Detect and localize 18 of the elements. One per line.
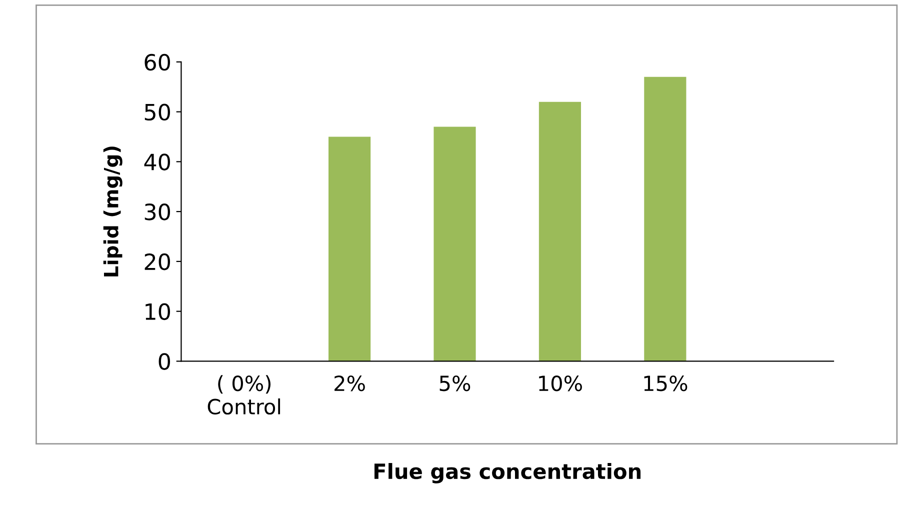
y-tick-label: 60	[144, 54, 170, 71]
bar	[434, 126, 476, 362]
x-tick-label: 5%	[440, 375, 470, 392]
y-tick-label: 0	[158, 353, 170, 370]
bar	[644, 76, 686, 362]
y-axis-title: Lipid (mg/g)	[103, 146, 122, 276]
y-tick-label: 50	[144, 104, 170, 121]
x-tick-label: 10%	[539, 375, 582, 392]
bar	[538, 102, 582, 362]
x-tick-label: 15%	[644, 375, 688, 392]
y-tick-label: 40	[144, 154, 170, 170]
y-tick-label: 30	[144, 204, 170, 220]
bar	[328, 136, 371, 362]
y-tick-label: 20	[144, 253, 170, 270]
x-axis-title: Flue gas concentration	[374, 463, 641, 484]
x-tick-label: ( 0%) Control	[208, 375, 280, 415]
x-tick-label: 2%	[334, 375, 365, 392]
y-tick-label: 10	[146, 303, 170, 320]
